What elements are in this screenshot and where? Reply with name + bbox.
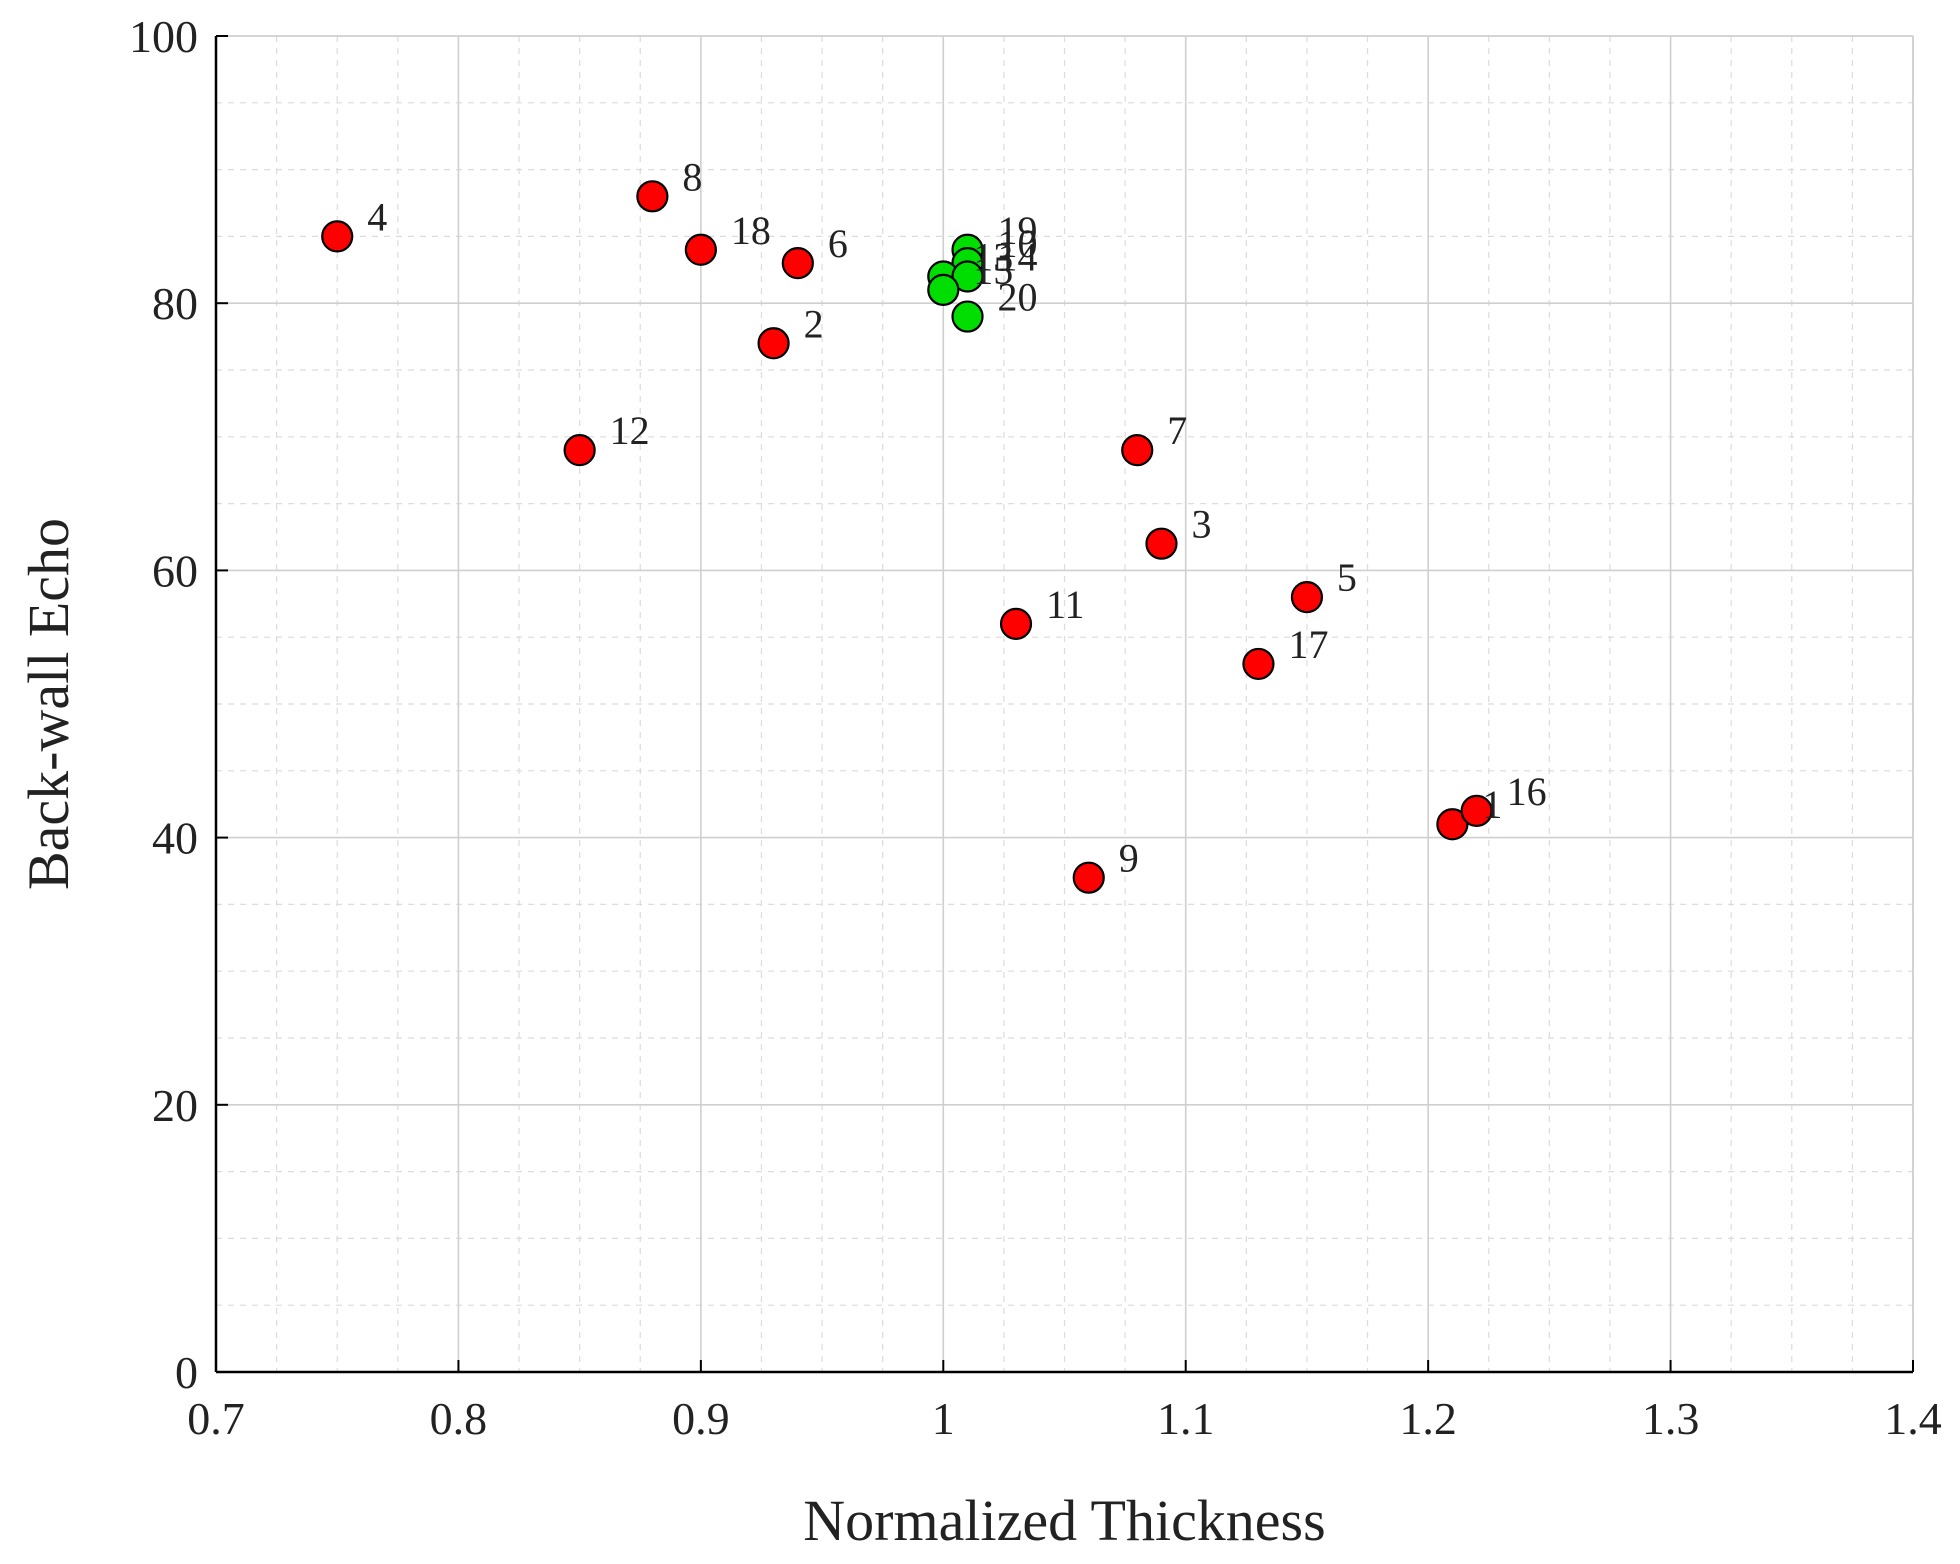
data-point-11 <box>999 607 1033 640</box>
point-label-5: 5 <box>1337 555 1357 600</box>
data-point-5 <box>1290 581 1324 614</box>
point-label-3: 3 <box>1191 502 1211 547</box>
x-tick-label: 0.9 <box>672 1393 730 1444</box>
point-label-8: 8 <box>682 154 702 199</box>
axes <box>214 35 1914 1374</box>
data-point-1 <box>1436 808 1469 841</box>
point-label-20: 20 <box>998 275 1038 320</box>
y-tick-label: 20 <box>152 1080 198 1131</box>
point-label-11: 11 <box>1046 582 1085 627</box>
y-tick-label: 0 <box>175 1347 198 1398</box>
data-points <box>321 180 1493 894</box>
point-label-14: 14 <box>998 234 1038 279</box>
y-axis-title: Back-wall Echo <box>16 518 81 890</box>
data-point-2 <box>757 327 790 360</box>
point-label-10: 10 <box>998 221 1038 266</box>
x-axis-title: Normalized Thickness <box>803 1488 1325 1553</box>
y-tick-label: 100 <box>129 11 198 62</box>
point-label-15: 15 <box>973 248 1013 293</box>
data-point-6 <box>781 247 814 280</box>
data-point-4 <box>321 220 354 253</box>
data-point-3 <box>1145 527 1178 560</box>
point-label-13: 13 <box>973 234 1013 279</box>
point-label-16: 16 <box>1507 769 1547 814</box>
x-tick-label: 0.8 <box>430 1393 488 1444</box>
x-tick-label: 0.7 <box>187 1393 245 1444</box>
data-point-7 <box>1121 434 1154 467</box>
point-label-4: 4 <box>367 194 387 239</box>
data-point-15 <box>927 273 960 306</box>
x-tick-label: 1.1 <box>1157 1393 1215 1444</box>
point-label-18: 18 <box>731 208 771 253</box>
x-tick-label: 1 <box>932 1393 955 1444</box>
x-tick-label: 1.2 <box>1399 1393 1457 1444</box>
point-label-7: 7 <box>1167 408 1187 453</box>
tick-labels: 0.7 0.8 0.9 1 1.1 1.2 1.3 1.4 0 20 40 60 80 100 <box>129 11 1942 1444</box>
point-label-12: 12 <box>610 408 650 453</box>
data-point-16 <box>1460 794 1493 827</box>
data-point-18 <box>684 233 717 266</box>
data-point-12 <box>563 434 596 467</box>
point-label-19: 19 <box>998 208 1038 253</box>
y-tick-label: 80 <box>152 278 198 329</box>
point-label-9: 9 <box>1119 836 1139 881</box>
data-point-8 <box>636 180 669 213</box>
data-point-9 <box>1072 861 1105 894</box>
grid <box>215 35 1914 1373</box>
y-tick-label: 60 <box>152 545 198 596</box>
data-point-14 <box>951 260 984 293</box>
x-tick-label: 1.3 <box>1642 1393 1700 1444</box>
data-point-17 <box>1242 647 1275 681</box>
point-label-17: 17 <box>1288 622 1328 667</box>
x-tick-label: 1.4 <box>1884 1393 1942 1444</box>
point-label-2: 2 <box>804 301 824 346</box>
y-tick-label: 40 <box>152 813 198 864</box>
point-label-6: 6 <box>828 221 848 266</box>
point-label-1: 1 <box>1482 782 1502 827</box>
data-point-20 <box>951 300 984 333</box>
